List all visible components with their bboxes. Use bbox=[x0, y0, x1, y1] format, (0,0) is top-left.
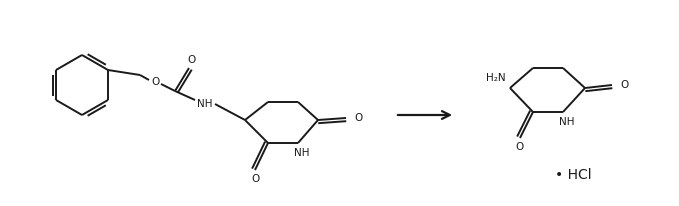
Text: O: O bbox=[187, 55, 195, 65]
Text: NH: NH bbox=[294, 148, 310, 158]
Text: NH: NH bbox=[559, 117, 574, 127]
Text: H₂N: H₂N bbox=[486, 73, 506, 83]
Text: O: O bbox=[251, 174, 259, 184]
Text: NH: NH bbox=[198, 99, 213, 109]
Text: O: O bbox=[151, 77, 159, 87]
Text: O: O bbox=[354, 113, 363, 123]
Text: • HCl: • HCl bbox=[555, 168, 591, 182]
Text: O: O bbox=[620, 80, 628, 90]
Text: O: O bbox=[516, 142, 524, 152]
